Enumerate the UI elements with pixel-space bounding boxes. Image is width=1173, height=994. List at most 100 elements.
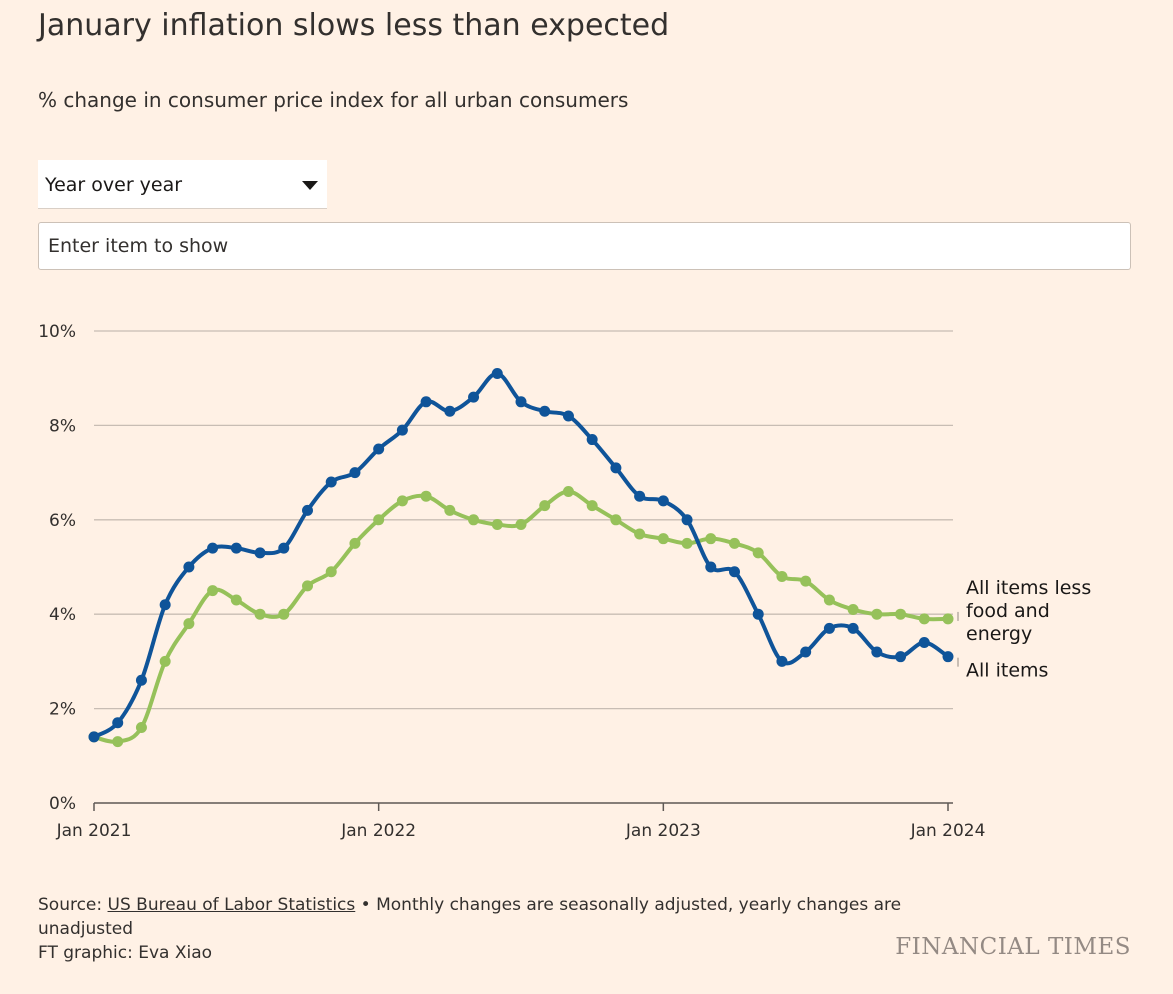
data-point [349, 467, 361, 479]
graphic-credit: FT graphic: Eva Xiao [38, 943, 213, 963]
data-point [373, 443, 385, 455]
series-label-all: All items [966, 660, 1048, 682]
data-point [800, 575, 812, 587]
data-point [302, 580, 313, 592]
data-point [871, 608, 883, 620]
data-point [230, 594, 242, 606]
line-chart: 0%2%4%6%8%10% Jan 2021 Jan 2022 Jan 2023 Ja… [38, 322, 1091, 841]
data-point [112, 717, 124, 729]
data-point [230, 542, 242, 554]
data-point [444, 504, 456, 516]
data-point [159, 599, 171, 611]
chevron-down-icon[interactable] [302, 181, 318, 190]
chart-title: January inflation slows less than expect… [38, 8, 670, 43]
data-point [895, 651, 907, 663]
data-point [373, 514, 385, 526]
data-point [112, 736, 124, 748]
period-select-value: Year over year [45, 174, 183, 196]
footer-notes: Source: US Bureau of Labor Statistics • … [38, 893, 918, 965]
data-point [562, 410, 574, 422]
data-point [468, 514, 480, 526]
data-point [539, 500, 551, 512]
data-point [681, 537, 693, 549]
period-select[interactable]: Year over year [38, 160, 327, 209]
data-point [823, 622, 835, 634]
data-point [302, 504, 313, 516]
data-point [88, 731, 100, 743]
series-label-core: All items less food and energy [966, 577, 1091, 645]
data-point [325, 476, 337, 488]
source-note: • Monthly changes are seasonally adjuste… [38, 895, 902, 939]
data-point [942, 613, 954, 625]
data-point [918, 637, 930, 649]
source-prefix: Source: [38, 895, 108, 915]
series-labels: All items less food and energy All items [957, 577, 1091, 682]
data-point [491, 367, 503, 379]
data-point [657, 495, 669, 507]
source-link[interactable]: US Bureau of Labor Statistics [107, 895, 356, 915]
data-point [491, 519, 503, 531]
data-point [254, 547, 266, 559]
data-point [657, 533, 669, 545]
data-point [254, 608, 266, 620]
x-axis: Jan 2021 Jan 2022 Jan 2023 Jan 2024 [56, 802, 986, 841]
data-point [539, 405, 551, 417]
data-point [895, 608, 907, 620]
data-point [871, 646, 883, 658]
data-point [823, 594, 835, 606]
x-tick-label: Jan 2023 [625, 821, 701, 841]
chart-subtitle: % change in consumer price index for all… [38, 88, 629, 112]
y-axis-labels: 0% 2% 4% 6% 8% 10% [38, 322, 76, 814]
data-point [681, 514, 693, 526]
data-point [325, 566, 337, 578]
data-point [135, 674, 147, 686]
data-point [420, 396, 432, 408]
data-point [135, 721, 147, 733]
y-tick-label: 2% [49, 700, 76, 720]
x-tick-label: Jan 2024 [910, 821, 986, 841]
data-point [776, 570, 788, 582]
ft-logo: FINANCIAL TIMES [895, 934, 1131, 960]
item-search-input[interactable] [38, 222, 1131, 270]
y-tick-label: 8% [49, 416, 76, 436]
data-point [207, 542, 219, 554]
y-tick-label: 0% [49, 794, 76, 814]
data-point [586, 434, 598, 446]
data-point [729, 566, 740, 578]
data-point [705, 533, 717, 545]
data-point [752, 547, 764, 559]
data-point [396, 495, 408, 507]
data-point [942, 651, 954, 663]
data-point [634, 528, 646, 540]
data-point [349, 537, 361, 549]
x-tick-label: Jan 2021 [56, 821, 132, 841]
data-point [444, 405, 456, 417]
y-tick-label: 6% [49, 511, 76, 531]
y-tick-label: 4% [49, 605, 76, 625]
data-point [515, 519, 527, 531]
data-point [159, 655, 171, 667]
data-point [420, 490, 432, 502]
data-point [468, 391, 480, 403]
series-line [92, 371, 950, 739]
y-tick-label: 10% [38, 322, 76, 342]
data-point [776, 655, 788, 667]
data-point [634, 490, 646, 502]
data-point [610, 462, 622, 474]
data-point [752, 608, 764, 620]
data-point [183, 561, 195, 573]
data-point [278, 542, 290, 554]
x-tick-label: Jan 2022 [340, 821, 416, 841]
data-point [847, 622, 859, 634]
data-point [918, 613, 930, 625]
data-point [278, 608, 290, 620]
data-point [586, 500, 598, 512]
data-point [396, 424, 408, 436]
data-point [800, 646, 812, 658]
data-point [847, 603, 859, 615]
data-point [183, 618, 195, 630]
data-point [207, 585, 219, 597]
data-point [562, 485, 574, 497]
data-point [705, 561, 717, 573]
data-point [610, 514, 622, 526]
